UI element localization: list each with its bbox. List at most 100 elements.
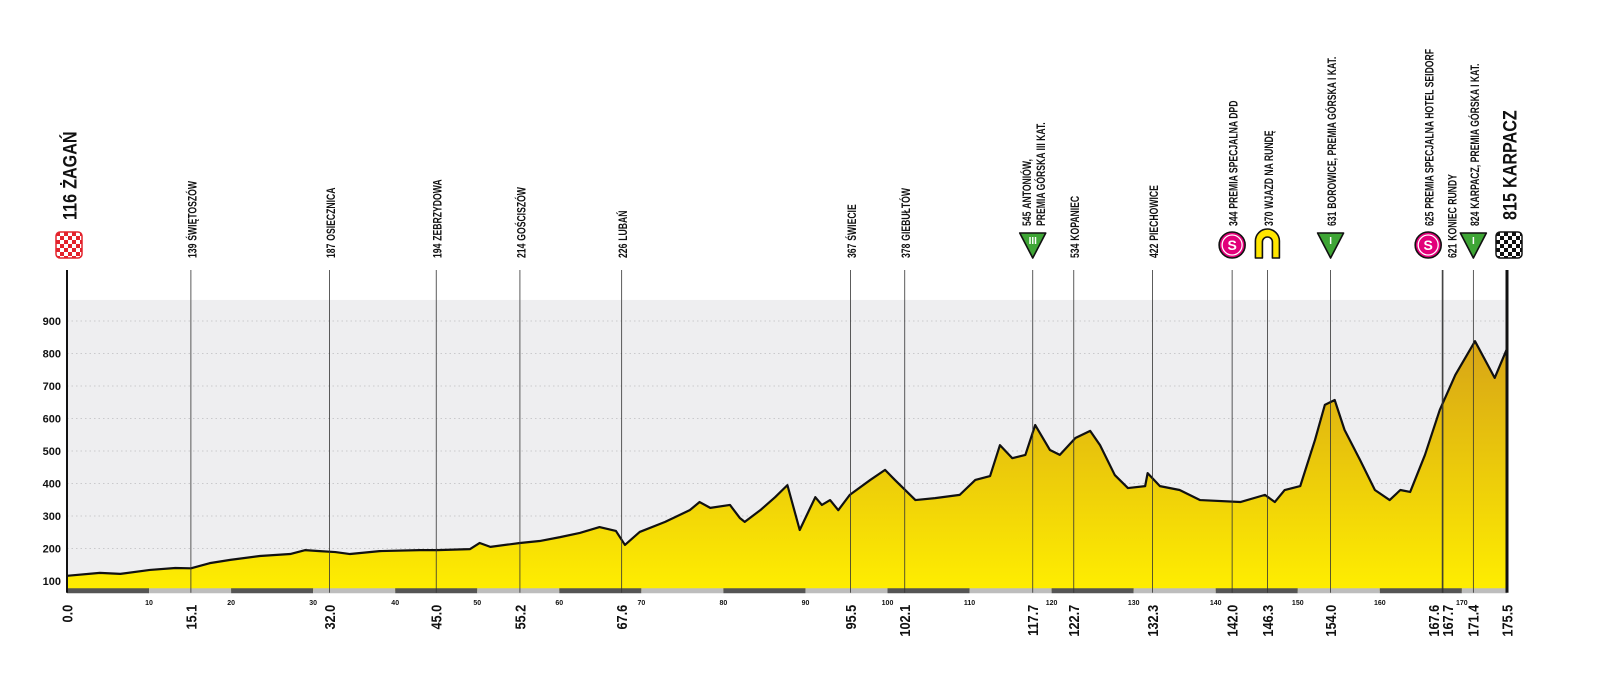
axis-segment	[1215, 588, 1298, 594]
sprint-ring	[1417, 234, 1439, 256]
waypoint-name: KARPACZ	[1499, 110, 1521, 188]
y-tick-label: 800	[43, 349, 61, 361]
waypoint-label: 815 KARPACZ	[1499, 110, 1521, 220]
waypoint-elevation: 226	[617, 243, 630, 258]
sprint-icon	[1218, 231, 1246, 259]
waypoint-elevation: 187	[325, 243, 338, 258]
waypoint-label: 378 GIEBUŁTÓW	[898, 188, 913, 258]
x-tick-label: 110	[964, 600, 975, 607]
x-tick-label: 30	[309, 600, 317, 607]
waypoint-elevation: 367	[846, 243, 859, 258]
climb-icon	[1459, 232, 1488, 259]
waypoint-name: KONIEC RUNDY	[1447, 174, 1460, 241]
waypoint-label: 187 OSIECZNICA	[325, 187, 338, 258]
waypoint-name: PREMIA GÓRSKA III KAT.	[1033, 122, 1048, 226]
axis-segment	[1461, 588, 1507, 594]
waypoint-name: ŻAGAŃ	[58, 131, 81, 188]
x-tick-label: 50	[473, 600, 481, 607]
elevation-line	[66, 340, 1509, 577]
x-tick-label: 120	[1046, 600, 1058, 607]
waypoint-km: 117.7	[1024, 605, 1041, 636]
waypoint-km: 146.3	[1259, 605, 1276, 637]
waypoint-name: BOROWICE, PREMIA GÓRSKA I KAT.	[1324, 57, 1339, 209]
x-tick-label: 170	[1456, 600, 1468, 607]
x-tick-label: 150	[1292, 600, 1304, 607]
axis-segment	[887, 588, 970, 594]
waypoint-name: KOPANIEC	[1069, 195, 1082, 240]
climb-icon	[1018, 232, 1047, 259]
waypoint-km: 95.5	[842, 605, 859, 630]
waypoint-elevation: 139	[187, 243, 200, 258]
y-tick-label: 100	[43, 576, 61, 588]
axis-segment	[723, 588, 806, 594]
waypoint-label: 534 KOPANIEC	[1069, 195, 1082, 258]
waypoint-elevation: 214	[516, 243, 529, 258]
waypoint-elevation: 194	[432, 243, 445, 258]
climb-icon	[1316, 232, 1345, 259]
axis-segment	[805, 588, 888, 594]
waypoint-label: 367 ŚWIECIE	[844, 204, 859, 258]
axis-segment	[969, 588, 1052, 594]
waypoint-name: GIEBUŁTÓW	[898, 188, 913, 241]
climb-category: III	[1029, 236, 1038, 247]
axis-segment	[559, 588, 642, 594]
axis-segment	[1133, 588, 1216, 594]
waypoint-km: 171.4	[1465, 605, 1482, 637]
x-tick-label: 40	[391, 600, 399, 607]
waypoint-elevation: 824	[1469, 211, 1482, 226]
axis-segment	[477, 588, 560, 594]
waypoint-label: PREMIA GÓRSKA III KAT.	[1033, 122, 1048, 226]
waypoint-label: 344 PREMIA SPECJALNA DPD	[1228, 100, 1241, 226]
waypoint-km: 154.0	[1322, 605, 1339, 637]
elevation-area	[67, 341, 1507, 591]
waypoint-elevation: 631	[1326, 211, 1339, 226]
waypoint-km: 102.1	[896, 605, 913, 637]
waypoint-elevation: 545	[1021, 211, 1034, 226]
y-tick-label: 700	[43, 381, 61, 393]
axis-segment	[231, 588, 314, 594]
axis-segment	[1297, 588, 1380, 594]
waypoint-elevation: 534	[1069, 243, 1082, 258]
x-tick-label: 80	[720, 600, 728, 607]
waypoint-label: 139 ŚWIĘTOSZÓW	[184, 181, 199, 258]
waypoint-label: 545 ANTONIÓW,	[1019, 159, 1034, 226]
axis-segment	[67, 588, 150, 594]
start-flag	[55, 231, 83, 259]
x-tick-label: 70	[637, 600, 645, 607]
y-tick-label: 200	[43, 544, 61, 556]
waypoint-name: OSIECZNICA	[325, 187, 338, 241]
waypoint-km: 122.7	[1065, 605, 1082, 637]
waypoint-elevation: 378	[900, 243, 913, 258]
waypoint-name: PREMIA SPECJALNA DPD	[1228, 100, 1241, 209]
waypoint-name: PREMIA SPECJALNA HOTEL SEIDORF	[1424, 49, 1437, 209]
y-tick-label: 500	[43, 446, 61, 458]
y-tick-label: 900	[43, 316, 61, 328]
x-tick-label: 10	[145, 600, 153, 607]
waypoint-elevation: 344	[1228, 211, 1241, 226]
waypoint-km: 167.7	[1439, 605, 1456, 637]
y-tick-label: 300	[43, 511, 61, 523]
axis-segment	[149, 588, 232, 594]
waypoint-label: 116 ŻAGAŃ	[58, 131, 81, 220]
waypoint-km: 15.1	[182, 605, 199, 630]
waypoint-km: 175.5	[1498, 605, 1515, 637]
waypoint-elevation: 625	[1424, 211, 1437, 226]
axis-segment	[641, 588, 724, 594]
waypoint-km: 55.2	[511, 605, 528, 630]
finish-flag	[1495, 231, 1523, 259]
sprint-letter: S	[1424, 237, 1433, 253]
waypoint-label: 194 ZEBRZYDOWA	[432, 179, 445, 258]
waypoint-km: 167.6	[1425, 605, 1442, 637]
waypoint-km: 142.0	[1224, 605, 1241, 637]
climb-category: I	[1329, 236, 1332, 247]
waypoint-label: 824 KARPACZ, PREMIA GÓRSKA I KAT.	[1467, 63, 1482, 226]
waypoint-label: 214 GOŚCISZÓW	[513, 187, 528, 258]
y-tick-label: 600	[43, 414, 61, 426]
waypoint-name: LUBAŃ	[615, 211, 630, 241]
waypoint-label: 625 PREMIA SPECJALNA HOTEL SEIDORF	[1424, 49, 1437, 226]
x-tick-label: 60	[555, 600, 563, 607]
x-tick-label: 130	[1128, 600, 1140, 607]
y-tick-label: 400	[43, 479, 61, 491]
